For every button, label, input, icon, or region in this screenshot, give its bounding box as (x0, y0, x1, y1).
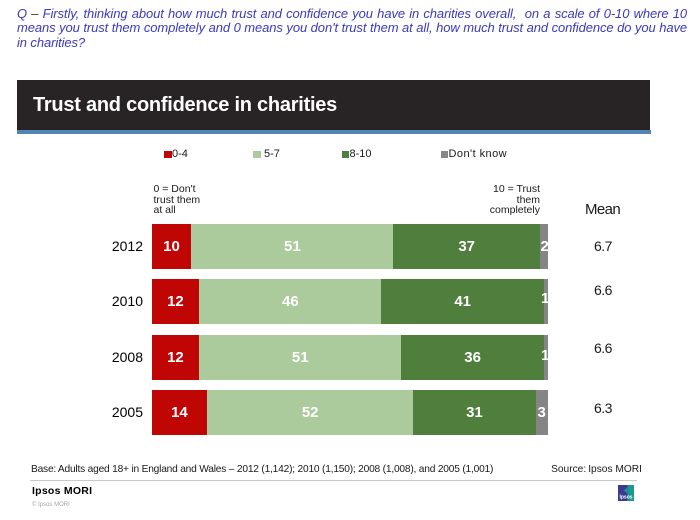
svg-text:Ipsos: Ipsos (619, 495, 632, 501)
